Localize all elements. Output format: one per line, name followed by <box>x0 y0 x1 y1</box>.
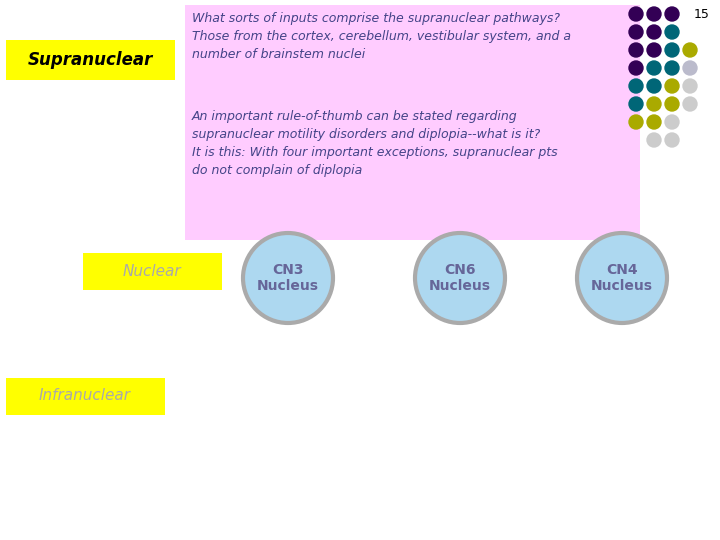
Circle shape <box>665 133 679 147</box>
Circle shape <box>683 43 697 57</box>
Circle shape <box>647 133 661 147</box>
Text: CN4
Nucleus: CN4 Nucleus <box>591 263 653 293</box>
FancyBboxPatch shape <box>83 253 222 290</box>
Circle shape <box>629 43 643 57</box>
Circle shape <box>647 61 661 75</box>
Circle shape <box>243 233 333 323</box>
Circle shape <box>647 115 661 129</box>
Circle shape <box>629 25 643 39</box>
Circle shape <box>629 61 643 75</box>
Text: CN3
Nucleus: CN3 Nucleus <box>257 263 319 293</box>
FancyBboxPatch shape <box>6 378 165 415</box>
Circle shape <box>629 79 643 93</box>
Circle shape <box>647 43 661 57</box>
Circle shape <box>683 79 697 93</box>
Text: Nuclear: Nuclear <box>122 264 181 279</box>
Circle shape <box>629 97 643 111</box>
Circle shape <box>665 61 679 75</box>
Circle shape <box>577 233 667 323</box>
Text: What sorts of inputs comprise the supranuclear pathways?
Those from the cortex, : What sorts of inputs comprise the supran… <box>192 12 571 61</box>
Circle shape <box>665 79 679 93</box>
Circle shape <box>647 25 661 39</box>
FancyBboxPatch shape <box>6 40 175 80</box>
Circle shape <box>647 79 661 93</box>
Circle shape <box>629 7 643 21</box>
Circle shape <box>665 25 679 39</box>
Circle shape <box>665 97 679 111</box>
Text: An important rule-of-thumb can be stated regarding
supranuclear motility disorde: An important rule-of-thumb can be stated… <box>192 110 557 177</box>
Text: CN6
Nucleus: CN6 Nucleus <box>429 263 491 293</box>
Circle shape <box>629 115 643 129</box>
Circle shape <box>665 115 679 129</box>
Circle shape <box>647 97 661 111</box>
FancyBboxPatch shape <box>185 5 640 240</box>
Circle shape <box>665 7 679 21</box>
Text: Infranuclear: Infranuclear <box>39 388 131 403</box>
Circle shape <box>683 97 697 111</box>
Text: 15: 15 <box>694 8 710 21</box>
Text: Supranuclear: Supranuclear <box>27 51 153 69</box>
Circle shape <box>665 43 679 57</box>
Circle shape <box>683 61 697 75</box>
Circle shape <box>647 7 661 21</box>
Circle shape <box>415 233 505 323</box>
